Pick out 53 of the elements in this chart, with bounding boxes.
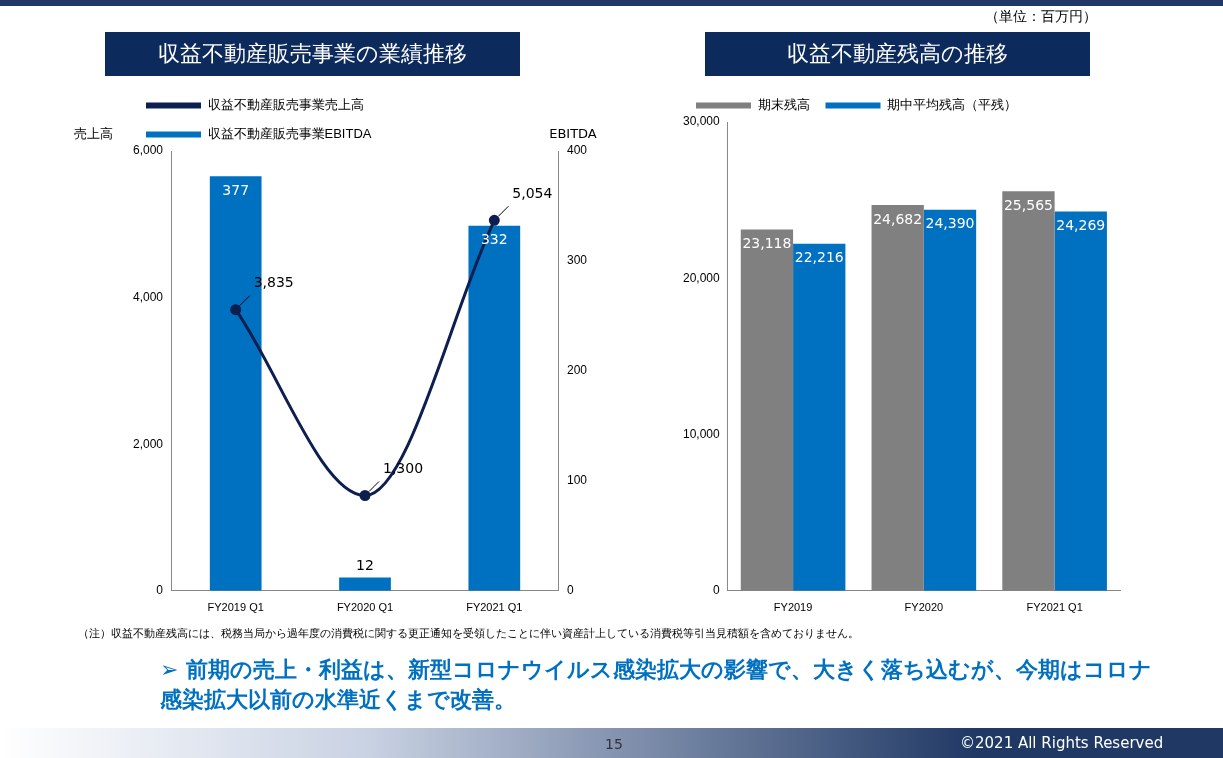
point (359, 490, 371, 502)
data-label: 377 (222, 181, 250, 198)
x-tick-label: FY2020 Q1 (336, 601, 394, 614)
bar (1054, 211, 1107, 591)
bar (871, 205, 924, 591)
bar (740, 229, 794, 591)
legend-label: 収益不動産販売事業売上高 (207, 97, 364, 113)
y-tick-label: 20,000 (683, 270, 721, 285)
y-tick-label: 0 (156, 583, 164, 598)
chart-title: 収益不動産残高の推移 (705, 32, 1090, 76)
legend-label: 期中平均残高（平残） (887, 97, 1017, 113)
data-label: 25,565 (1003, 196, 1053, 213)
x-tick-label: FY2019 Q1 (207, 601, 264, 614)
text: ©2021 All Rights Reserved (960, 734, 1164, 752)
bar (468, 225, 521, 591)
data-label: 24,390 (925, 215, 975, 232)
y-tick-label: 2,000 (133, 436, 164, 451)
y-tick-label: 4,000 (133, 289, 164, 304)
x-tick-label: FY2021 Q1 (1026, 601, 1083, 614)
x-tick-label: FY2021 Q1 (466, 601, 523, 614)
text: ➢ 前期の売上・利益は、新型コロナウイルス感染拡大の影響で、大きく落ち込むが、今期はコロナ感染拡大以前の水準近くまで改善。 (160, 656, 1154, 714)
y2-tick-label: 100 (566, 473, 588, 488)
legend-label: 期末残高 (757, 97, 810, 113)
bar (339, 577, 391, 591)
data-label: 22,216 (794, 249, 844, 266)
bar (793, 243, 846, 591)
data-label: 12 (356, 557, 374, 574)
data-label: 23,118 (742, 235, 792, 252)
data-label: 5,054 (512, 184, 553, 201)
x-tick-label: FY2019 (773, 601, 813, 614)
point (230, 304, 242, 316)
y2-tick-label: 400 (566, 143, 588, 158)
point (488, 214, 500, 226)
chart-title: 収益不動産販売事業の業績推移 (105, 32, 520, 76)
data-label: 24,682 (873, 210, 923, 227)
y-tick-label: 0 (713, 583, 721, 598)
data-label: 332 (480, 231, 508, 248)
y-tick-label: 10,000 (683, 426, 721, 441)
y2-tick-label: 300 (566, 253, 588, 268)
y-tick-label: 6,000 (133, 143, 164, 158)
text: 15 (605, 736, 623, 752)
y2-axis-title: EBITDA (549, 125, 597, 141)
x-tick-label: FY2020 (904, 601, 944, 614)
y2-tick-label: 200 (566, 363, 588, 378)
data-label: 24,269 (1056, 217, 1106, 234)
legend-label: 収益不動産販売事業EBITDA (207, 126, 372, 142)
text: （単位：百万円） (985, 8, 1097, 26)
bar (923, 209, 977, 591)
y2-tick-label: 0 (566, 583, 574, 598)
y-axis-title: 売上高 (74, 125, 113, 141)
y-tick-label: 30,000 (683, 114, 721, 129)
bar (1002, 191, 1055, 591)
text: （注）収益不動産残高には、税務当局から過年度の消費税に関する更正通知を受領したことに伴い資産計上している消費税等引当見積額を含めておりません。 (78, 626, 859, 641)
